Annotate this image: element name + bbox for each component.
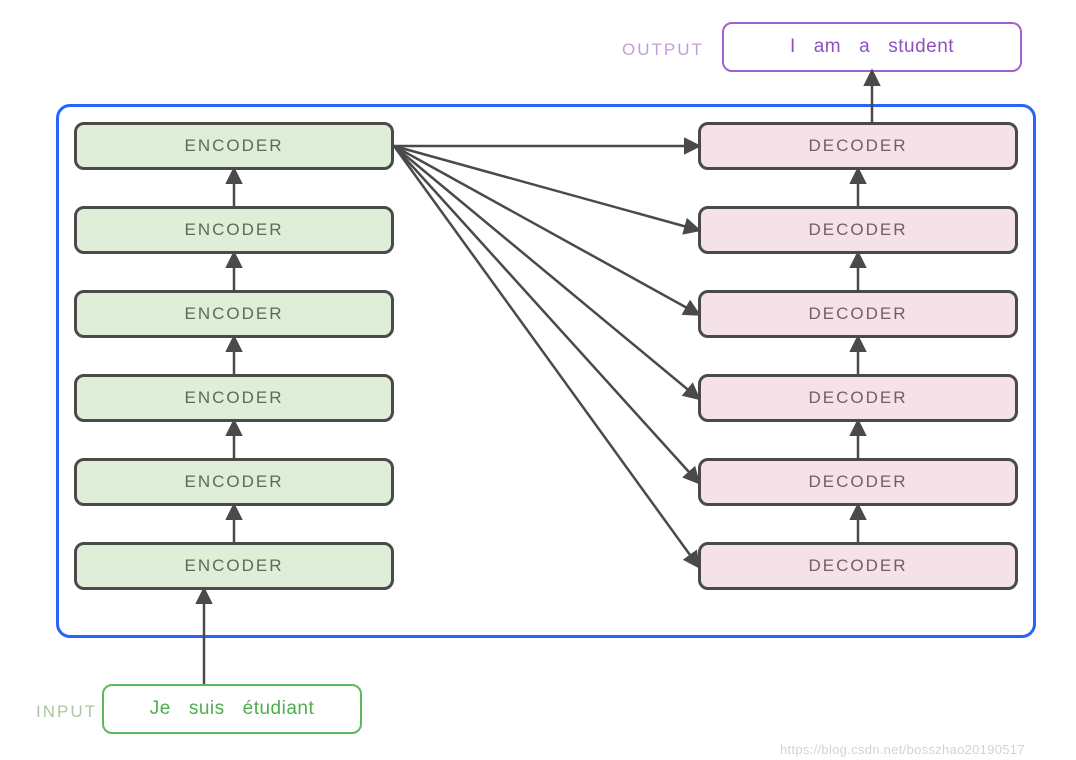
decoder-label: DECODER [808, 136, 907, 156]
encoder-label: ENCODER [184, 556, 283, 576]
decoder-label: DECODER [808, 388, 907, 408]
encoder-label: ENCODER [184, 220, 283, 240]
encoder-label: ENCODER [184, 304, 283, 324]
watermark: https://blog.csdn.net/bosszhao20190517 [780, 742, 1025, 757]
decoder-block-3: DECODER [698, 374, 1018, 422]
decoder-block-1: DECODER [698, 542, 1018, 590]
encoder-block-5: ENCODER [74, 206, 394, 254]
encoder-label: ENCODER [184, 136, 283, 156]
input-word: suis [189, 698, 225, 720]
encoder-block-6: ENCODER [74, 122, 394, 170]
input-word: Je [150, 698, 171, 720]
encoder-label: ENCODER [184, 388, 283, 408]
input-label: INPUT [36, 702, 97, 722]
output-word: I [790, 36, 796, 58]
decoder-block-4: DECODER [698, 290, 1018, 338]
output-word: a [859, 36, 870, 58]
decoder-block-2: DECODER [698, 458, 1018, 506]
encoder-block-3: ENCODER [74, 374, 394, 422]
encoder-block-4: ENCODER [74, 290, 394, 338]
decoder-label: DECODER [808, 472, 907, 492]
output-word: student [888, 36, 954, 58]
decoder-label: DECODER [808, 304, 907, 324]
decoder-block-6: DECODER [698, 122, 1018, 170]
input-box: Jesuis étudiant [102, 684, 362, 734]
decoder-label: DECODER [808, 220, 907, 240]
encoder-block-1: ENCODER [74, 542, 394, 590]
output-label: OUTPUT [622, 40, 704, 60]
output-box: Iama student [722, 22, 1022, 72]
input-word: étudiant [243, 698, 315, 720]
decoder-label: DECODER [808, 556, 907, 576]
output-word: am [814, 36, 841, 58]
decoder-block-5: DECODER [698, 206, 1018, 254]
encoder-label: ENCODER [184, 472, 283, 492]
encoder-block-2: ENCODER [74, 458, 394, 506]
